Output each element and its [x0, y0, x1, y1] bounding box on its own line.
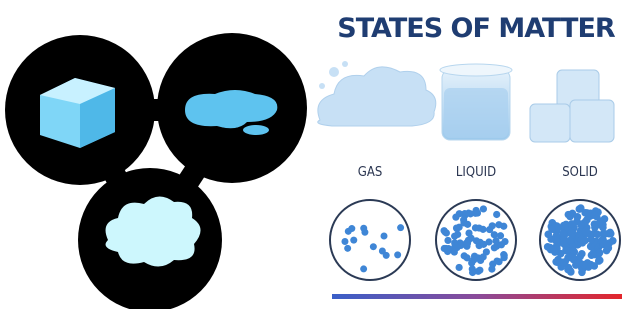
particle: [344, 245, 351, 252]
gas-cloud: [318, 61, 436, 126]
particle: [383, 252, 390, 259]
particle: [577, 221, 585, 229]
state-label: SOLID: [562, 165, 598, 180]
particle: [470, 256, 477, 263]
particle: [456, 264, 463, 271]
particle: [493, 211, 500, 218]
particle: [473, 207, 480, 214]
illustration: STATES OF MATTER GAS LIQUID SOLID: [0, 0, 629, 309]
particle: [441, 245, 448, 252]
particle: [589, 250, 597, 258]
particle: [576, 205, 584, 213]
state-label: LIQUID: [456, 165, 496, 180]
particle: [465, 230, 472, 237]
particle: [551, 248, 559, 256]
particle: [345, 228, 352, 235]
particle: [453, 244, 460, 251]
particle: [452, 214, 459, 221]
particle: [473, 237, 480, 244]
states-icon: [5, 33, 307, 309]
particle: [547, 235, 555, 243]
particle: [440, 227, 447, 234]
particle: [498, 241, 505, 248]
particle: [568, 220, 576, 228]
particle: [480, 241, 487, 248]
particle: [578, 250, 586, 258]
particle: [559, 229, 567, 237]
particle: [341, 238, 348, 245]
particle: [582, 228, 590, 236]
particle: [605, 244, 613, 252]
particle-diagrams: [330, 200, 620, 280]
particle: [491, 244, 498, 251]
particle: [451, 233, 458, 240]
particle: [360, 265, 367, 272]
particle: [495, 221, 502, 228]
particle: [607, 230, 615, 238]
page: STATES OF MATTER GAS LIQUID SOLID (() =>…: [0, 0, 629, 309]
particle: [587, 236, 595, 244]
particle: [591, 212, 599, 220]
particle: [394, 251, 401, 258]
particle: [476, 224, 483, 231]
particle: [566, 213, 574, 221]
particle: [567, 229, 575, 237]
particle: [564, 247, 572, 255]
particle: [370, 243, 377, 250]
particle: [460, 219, 467, 226]
state-label: GAS: [358, 165, 383, 180]
particle: [590, 262, 598, 270]
particle: [495, 258, 502, 265]
particle: [596, 249, 604, 257]
particle: [578, 236, 586, 244]
particle: [469, 269, 476, 276]
particle: [453, 224, 460, 231]
solid-ice: [530, 70, 614, 142]
particle: [480, 253, 487, 260]
particle: [464, 240, 471, 247]
particle: [497, 232, 504, 239]
particle: [444, 237, 451, 244]
particle: [350, 237, 357, 244]
particle: [594, 230, 602, 238]
particle: [569, 253, 577, 261]
particle: [489, 222, 496, 229]
particle: [596, 218, 604, 226]
title: STATES OF MATTER: [337, 13, 616, 44]
liquid-beaker: [440, 64, 512, 140]
temperature-bar: [332, 294, 622, 299]
particle: [548, 225, 556, 233]
particle: [500, 251, 507, 258]
particle: [576, 259, 584, 267]
particle: [476, 267, 483, 274]
particle: [564, 266, 572, 274]
particle: [480, 205, 487, 212]
particle: [381, 232, 388, 239]
particle: [397, 224, 404, 231]
particle: [360, 225, 367, 232]
particle: [609, 237, 617, 245]
particle: [561, 259, 569, 267]
